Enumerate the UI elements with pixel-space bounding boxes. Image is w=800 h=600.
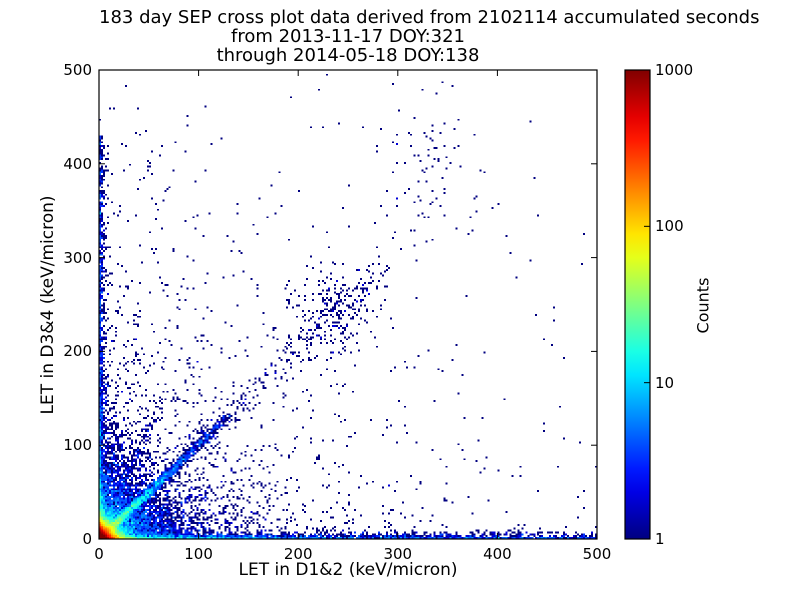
density-cells [99,516,125,539]
x-tick-label-400: 400 [483,545,512,563]
colorbar-tick-label-10: 10 [655,373,675,392]
density-cells [99,529,109,539]
colorbar-tick-label-100: 100 [655,217,684,236]
x-tick-label-500: 500 [582,545,612,563]
density-cells [99,505,137,539]
chart-title-line-2: from 2013-11-17 DOY:321 [230,26,465,47]
x-tick-label-0: 0 [94,545,104,563]
colorbar-ticks [644,225,650,384]
y-tick-label-100: 100 [63,436,92,455]
density-cells [99,518,123,539]
x-tick-label-200: 200 [283,545,313,563]
density-cells [99,171,587,539]
y-axis-label: LET in D3&4 (keV/micron) [38,195,58,415]
chart-title-line-3: through 2014-05-18 DOY:138 [216,45,480,66]
y-tick-label-500: 500 [63,61,92,79]
chart-title: 183 day SEP cross plot data derived from… [99,7,760,66]
colorbar-tick-label-1000: 1000 [655,61,694,79]
x-axis-label: LET in D1&2 (keV/micron) [238,560,458,580]
density-cells [99,522,113,538]
plot-border [98,69,598,540]
y-tick-label-400: 400 [63,154,92,173]
density-cells [99,495,147,539]
y-tick-label-300: 300 [63,248,92,267]
density-cells [99,527,107,536]
colorbar-tick-label-1: 1 [655,530,665,548]
density-cells [99,512,133,539]
density-cells [107,535,111,539]
x-tick-label-100: 100 [184,545,213,563]
y-tick-label-0: 0 [82,530,92,548]
density-cells [99,531,107,539]
density-cells [99,135,595,539]
density-cells [99,525,113,539]
colorbar [624,69,651,540]
density-cells [101,524,119,539]
colorbar-label: Counts [693,277,713,334]
x-tick-label-300: 300 [383,545,413,563]
y-tick-label-200: 200 [63,342,92,361]
chart-title-line-1: 183 day SEP cross plot data derived from… [99,7,760,28]
histogram-cells [99,73,597,539]
